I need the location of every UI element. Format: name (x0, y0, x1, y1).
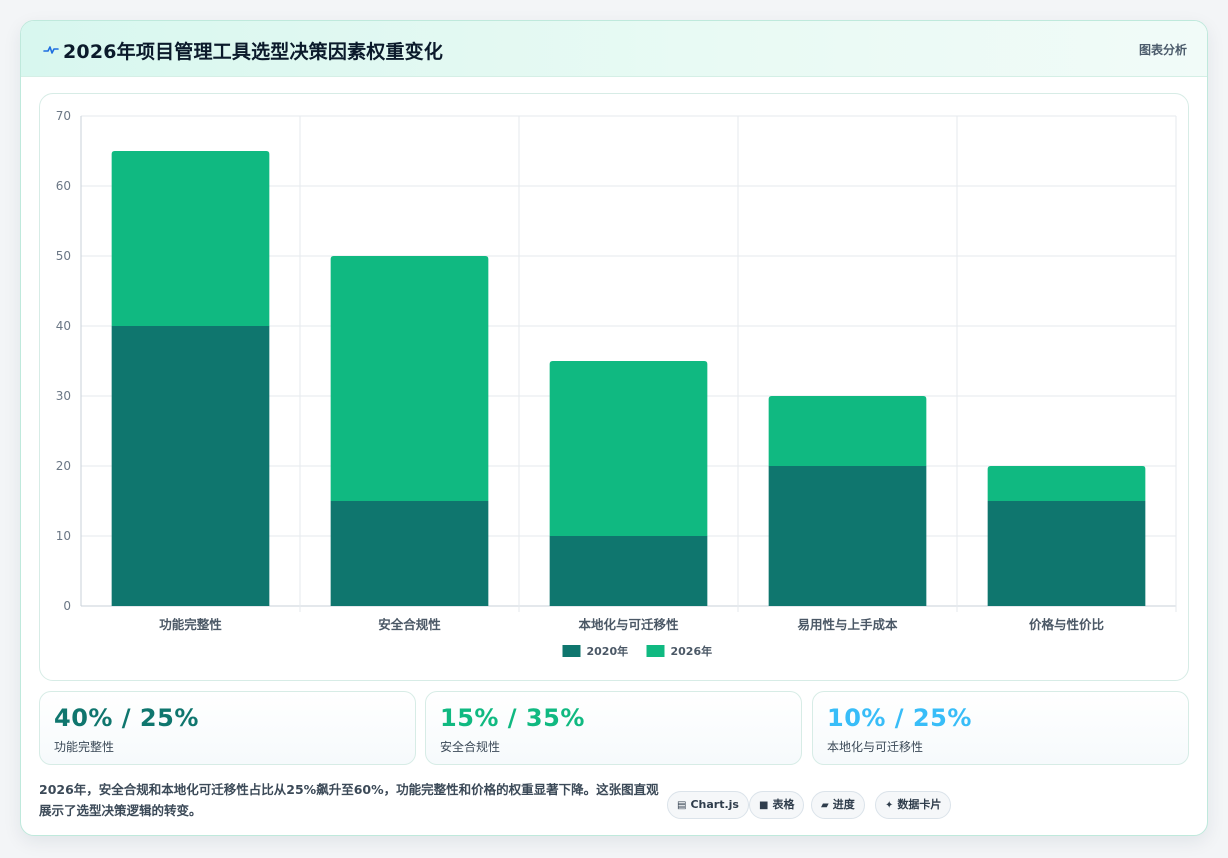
tag-label: 数据卡片 (897, 798, 942, 811)
table-icon: ■ (759, 800, 769, 811)
stat-label: 本地化与可迁移性 (827, 740, 924, 754)
y-tick-label: 0 (63, 599, 71, 613)
tag-table[interactable]: ■ 表格 (749, 791, 805, 819)
stat-label: 安全合规性 (440, 740, 501, 754)
summary-text: 2026年，安全合规和本地化可迁移性占比从25%飙升至60%，功能完整性和价格的… (39, 782, 659, 818)
x-tick-label: 本地化与可迁移性 (578, 617, 679, 632)
pulse-icon (43, 46, 59, 54)
stat-cards: 40% / 25% 功能完整性 15% / 35% 安全合规性 10% / 25… (39, 691, 1189, 765)
stat-value: 10% / 25% (827, 704, 972, 732)
y-tick-label: 10 (56, 529, 71, 543)
y-tick-label: 30 (56, 389, 71, 403)
bar-2-1 (111, 151, 270, 326)
y-tick-label: 70 (56, 109, 71, 123)
x-tick-label: 易用性与上手成本 (797, 617, 898, 632)
bar-1-5 (987, 501, 1146, 606)
legend-swatch (562, 645, 581, 657)
bar-2-5 (987, 466, 1146, 501)
legend-label: 2026年 (671, 644, 713, 658)
tag-progress[interactable]: ▰ 进度 (811, 791, 865, 819)
bar-1-3 (549, 536, 708, 606)
stat-card-localization: 10% / 25% 本地化与可迁移性 (812, 691, 1189, 765)
chart-card: 2026年项目管理工具选型决策因素权重变化 图表分析 0 10 20 30 40 50 60… (20, 20, 1208, 836)
page-title: 2026年项目管理工具选型决策因素权重变化 (63, 41, 444, 63)
sparkle-icon: ✦ (885, 800, 894, 811)
chart-analysis-link[interactable]: 图表分析 (1138, 43, 1187, 57)
tag-data-card[interactable]: ✦ 数据卡片 (875, 791, 952, 819)
stat-card-functionality: 40% / 25% 功能完整性 (39, 691, 416, 765)
folder-icon: ▰ (821, 800, 829, 811)
bar-2-4 (768, 396, 927, 466)
bar-1-1 (111, 326, 270, 606)
stacked-bar-chart: 0 10 20 30 40 50 60 70 功能完整性 安全合规性 本地化与可迁移性 易用性与上手成… (56, 109, 1177, 658)
chart-panel: 0 10 20 30 40 50 60 70 功能完整性 安全合规性 本地化与可迁移性 易用性与上手成… (39, 93, 1189, 681)
y-tick-label: 60 (56, 179, 71, 193)
bar-2-3 (549, 361, 708, 536)
stat-value: 40% / 25% (54, 704, 199, 732)
y-tick-label: 50 (56, 249, 71, 263)
x-tick-label: 功能完整性 (159, 617, 222, 632)
legend-label: 2020年 (587, 644, 629, 658)
bar-2-2 (330, 256, 489, 501)
x-tick-label: 安全合规性 (378, 617, 441, 632)
stat-value: 15% / 35% (440, 704, 585, 732)
y-tick-label: 40 (56, 319, 71, 333)
card-header: 2026年项目管理工具选型决策因素权重变化 图表分析 (21, 21, 1207, 77)
tag-chartjs[interactable]: ▤ Chart.js (667, 791, 749, 819)
tag-label: Chart.js (690, 798, 739, 811)
bar-1-4 (768, 466, 927, 606)
tag-label: 表格 (772, 798, 795, 811)
stat-label: 功能完整性 (54, 740, 115, 754)
chart-icon: ▤ (677, 800, 687, 811)
legend-swatch (646, 645, 665, 657)
stat-card-security: 15% / 35% 安全合规性 (425, 691, 802, 765)
tag-label: 进度 (832, 798, 855, 811)
y-tick-label: 20 (56, 459, 71, 473)
x-tick-label: 价格与性价比 (1029, 617, 1105, 632)
bar-1-2 (330, 501, 489, 606)
